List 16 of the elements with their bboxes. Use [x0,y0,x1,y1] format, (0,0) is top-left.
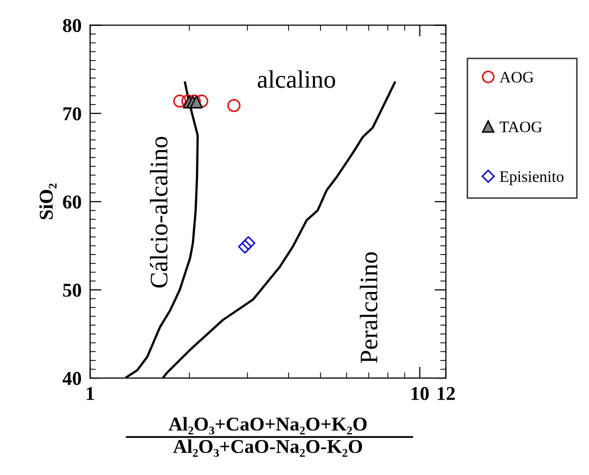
x-axis-title: Al₂O₃+CaO+Na₂O+K₂O Al₂O₃+CaO-Na₂O-K₂O [168,416,367,457]
annotation: Cálcio-alcalino [150,136,168,288]
y-tick-label: 50 [63,284,82,297]
y-tick-label: 80 [62,18,82,32]
x-tick-label: 10 [412,386,429,400]
y-tick-label: 40 [62,372,82,386]
legend-label: AOG [500,72,534,83]
x-tick-label: 1 [86,387,94,400]
legend-label: Episienito [500,171,564,186]
legend-label: TAOG [500,122,542,132]
annotation: Peralcalino [360,252,378,364]
y-tick-label: 60 [63,195,82,209]
annotation: alcalino [258,70,336,88]
y-tick-label: 70 [63,107,82,120]
y-axis-title: SiO₂ [39,184,57,220]
x-tick-label: 12 [438,387,455,400]
